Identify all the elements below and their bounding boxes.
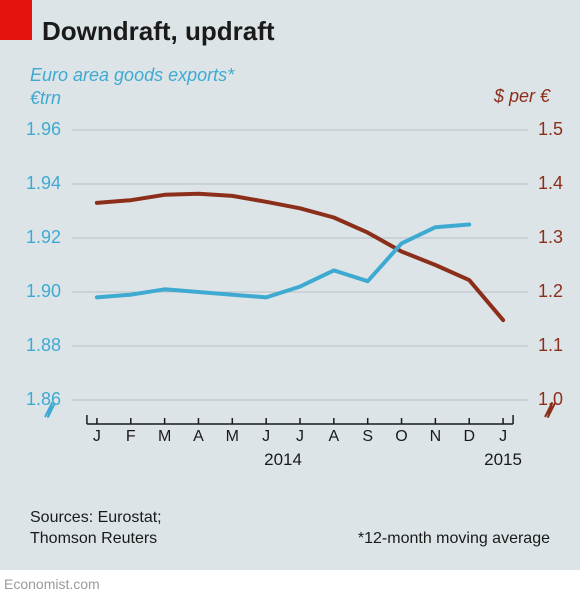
right-axis-title: $ per € [494, 86, 550, 107]
x-year-end: 2015 [484, 450, 522, 470]
x-tick-label: F [126, 428, 136, 446]
y-left-tick-label: 1.88 [26, 335, 61, 356]
x-tick-label: J [93, 428, 101, 446]
x-tick-label: J [262, 428, 270, 446]
y-right-tick-label: 1.1 [538, 335, 563, 356]
y-left-tick-label: 1.86 [26, 389, 61, 410]
credit-text: Economist.com [4, 576, 100, 592]
y-left-tick-label: 1.90 [26, 281, 61, 302]
y-left-tick-label: 1.96 [26, 119, 61, 140]
y-left-tick-label: 1.92 [26, 227, 61, 248]
x-tick-label: D [463, 428, 475, 446]
x-tick-label: A [329, 428, 340, 446]
x-tick-label: M [226, 428, 239, 446]
x-tick-label: S [362, 428, 373, 446]
y-right-tick-label: 1.0 [538, 389, 563, 410]
left-axis-title-line2: €trn [30, 88, 61, 108]
left-axis-title-line1: Euro area goods exports* [30, 65, 234, 85]
sources-line1: Sources: Eurostat; [30, 509, 162, 526]
x-tick-label: J [499, 428, 507, 446]
y-right-tick-label: 1.3 [538, 227, 563, 248]
y-right-tick-label: 1.5 [538, 119, 563, 140]
x-tick-label: O [395, 428, 407, 446]
x-tick-label: N [430, 428, 442, 446]
chart-plot: 1.96 1.94 1.92 1.90 1.88 1.86 1.5 1.4 1.3 1.2 1.1 1… [0, 120, 580, 460]
chart-card: Downdraft, updraft Euro area goods expor… [0, 0, 580, 570]
x-tick-label: M [158, 428, 171, 446]
chart-svg [0, 120, 580, 460]
x-tick-label: J [296, 428, 304, 446]
y-left-tick-label: 1.94 [26, 173, 61, 194]
economist-red-tab [0, 0, 32, 40]
y-right-tick-label: 1.4 [538, 173, 563, 194]
left-axis-title: Euro area goods exports* €trn [30, 64, 234, 109]
x-tick-label: A [193, 428, 204, 446]
chart-footnote: *12-month moving average [358, 530, 550, 548]
x-year-main: 2014 [264, 450, 302, 470]
chart-sources: Sources: Eurostat; Thomson Reuters [30, 508, 162, 550]
sources-line2: Thomson Reuters [30, 530, 157, 547]
y-right-tick-label: 1.2 [538, 281, 563, 302]
chart-title: Downdraft, updraft [42, 16, 275, 47]
